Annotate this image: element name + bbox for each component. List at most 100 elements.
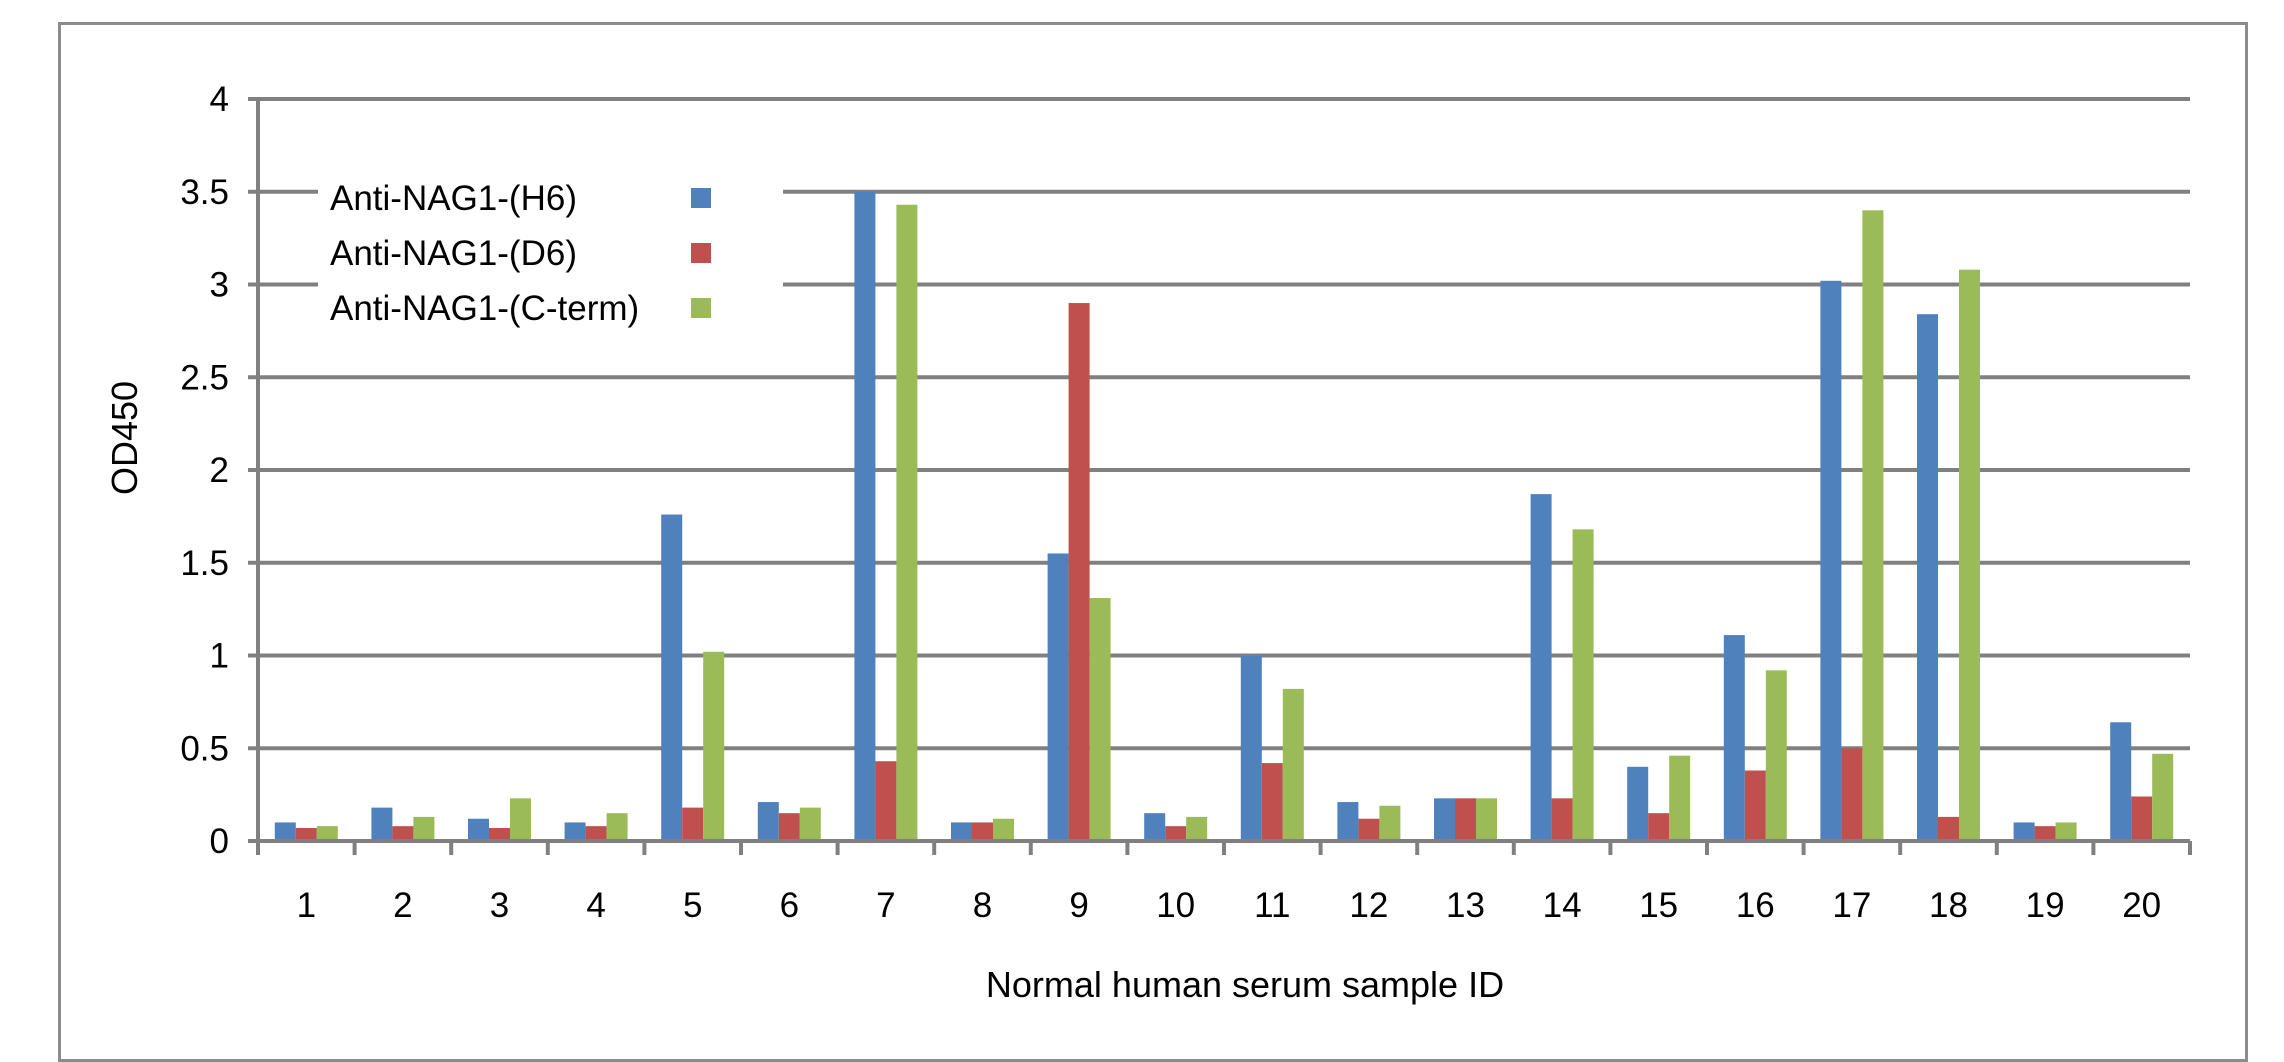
x-tick-label: 7 bbox=[876, 886, 895, 925]
bar bbox=[1744, 770, 1766, 841]
bar bbox=[1337, 802, 1359, 841]
legend-label: Anti-NAG1-(D6) bbox=[330, 234, 577, 273]
bar bbox=[2034, 826, 2056, 841]
bar bbox=[1282, 688, 1304, 841]
bar bbox=[1841, 748, 1863, 841]
bar bbox=[371, 807, 393, 841]
bar bbox=[2131, 796, 2153, 841]
y-tick-label: 0 bbox=[210, 822, 229, 861]
y-tick-label: 0.5 bbox=[180, 729, 229, 768]
x-tick-label: 6 bbox=[780, 886, 799, 925]
bar bbox=[854, 191, 876, 841]
y-tick-label: 1 bbox=[210, 637, 229, 676]
bar bbox=[606, 813, 628, 841]
bar bbox=[585, 826, 607, 841]
bar bbox=[1627, 766, 1649, 841]
bar bbox=[1358, 818, 1380, 841]
bar bbox=[2013, 822, 2035, 841]
y-tick-label: 3.5 bbox=[180, 173, 229, 212]
x-tick-label: 20 bbox=[2122, 886, 2161, 925]
bar bbox=[468, 818, 489, 841]
x-tick-label: 11 bbox=[1254, 886, 1290, 925]
legend-swatch bbox=[691, 298, 711, 318]
bar bbox=[1186, 816, 1208, 841]
y-tick-label: 4 bbox=[210, 80, 229, 119]
bar bbox=[1917, 314, 1938, 841]
x-tick-label: 5 bbox=[683, 886, 702, 925]
bar bbox=[274, 822, 296, 841]
bar bbox=[1144, 813, 1166, 841]
bar bbox=[1068, 303, 1090, 841]
bar bbox=[951, 822, 972, 841]
x-tick-label: 15 bbox=[1639, 886, 1678, 925]
bar bbox=[392, 826, 414, 841]
bar bbox=[799, 807, 821, 841]
x-tick-label: 19 bbox=[2026, 886, 2065, 925]
x-tick-label: 13 bbox=[1446, 886, 1485, 925]
legend-swatch bbox=[691, 188, 711, 208]
bar bbox=[1959, 269, 1980, 841]
bar bbox=[1669, 755, 1691, 841]
bar bbox=[1572, 529, 1594, 841]
bar bbox=[1723, 635, 1745, 841]
y-tick-label: 2.5 bbox=[180, 358, 229, 397]
bar bbox=[489, 828, 510, 841]
bar bbox=[1165, 826, 1187, 841]
bar bbox=[1862, 210, 1884, 842]
axes bbox=[248, 97, 2192, 855]
x-tick-label: 2 bbox=[393, 886, 412, 925]
x-tick-label: 8 bbox=[973, 886, 992, 925]
y-tick-label: 2 bbox=[210, 451, 229, 490]
bar bbox=[1089, 597, 1111, 841]
bar bbox=[1530, 494, 1552, 841]
x-tick-label: 18 bbox=[1929, 886, 1968, 925]
bar bbox=[1240, 655, 1262, 841]
bar bbox=[1434, 798, 1455, 841]
x-tick-label: 9 bbox=[1069, 886, 1088, 925]
bar bbox=[295, 828, 317, 841]
x-tick-label: 12 bbox=[1349, 886, 1388, 925]
bar bbox=[1476, 798, 1497, 841]
x-tick-label: 14 bbox=[1543, 886, 1582, 925]
bar bbox=[972, 822, 993, 841]
bar bbox=[682, 807, 704, 841]
x-tick-label: 4 bbox=[586, 886, 605, 925]
bar bbox=[1379, 805, 1401, 841]
bar bbox=[757, 802, 779, 841]
x-tick-label: 10 bbox=[1156, 886, 1195, 925]
bar bbox=[778, 813, 800, 841]
bar bbox=[2055, 822, 2077, 841]
bar bbox=[2110, 722, 2132, 841]
y-axis-title: OD450 bbox=[104, 381, 145, 495]
x-tick-label: 1 bbox=[297, 886, 316, 925]
bar bbox=[1047, 553, 1069, 841]
bars bbox=[274, 191, 2174, 842]
legend-swatch bbox=[691, 243, 711, 263]
x-tick-label: 17 bbox=[1832, 886, 1871, 925]
bar bbox=[1765, 670, 1787, 841]
bar bbox=[2152, 753, 2174, 841]
bar bbox=[1648, 813, 1670, 841]
bar bbox=[1455, 798, 1476, 841]
bar-chart: 00.511.522.533.54 1 2 3 4 5 6 7 8 9 10 11 12 13 14 15 1… bbox=[104, 80, 2192, 1005]
bar bbox=[1938, 816, 1959, 841]
legend: Anti-NAG1-(H6) Anti-NAG1-(D6) Anti-NAG1-(C… bbox=[318, 160, 783, 330]
bar bbox=[1820, 280, 1842, 841]
bar bbox=[316, 826, 338, 841]
bar bbox=[1261, 763, 1283, 841]
x-tick-label: 16 bbox=[1736, 886, 1775, 925]
bar bbox=[993, 818, 1014, 841]
x-axis-title: Normal human serum sample ID bbox=[986, 964, 1504, 1005]
bar bbox=[661, 514, 683, 841]
bar bbox=[896, 204, 918, 842]
legend-label: Anti-NAG1-(C-term) bbox=[330, 289, 639, 328]
bar bbox=[564, 822, 586, 841]
x-tick-label: 3 bbox=[490, 886, 509, 925]
bar bbox=[413, 816, 435, 841]
bar bbox=[875, 761, 897, 841]
x-tick-labels: 1 2 3 4 5 6 7 8 9 10 11 12 13 14 15 16 17 18 19 20 bbox=[297, 886, 2162, 925]
y-tick-label: 3 bbox=[210, 266, 229, 305]
y-tick-label: 1.5 bbox=[180, 544, 229, 583]
y-tick-labels: 0 0.5 1 1.5 2 2.5 3 3.5 4 bbox=[180, 80, 229, 861]
legend-label: Anti-NAG1-(H6) bbox=[330, 179, 577, 218]
